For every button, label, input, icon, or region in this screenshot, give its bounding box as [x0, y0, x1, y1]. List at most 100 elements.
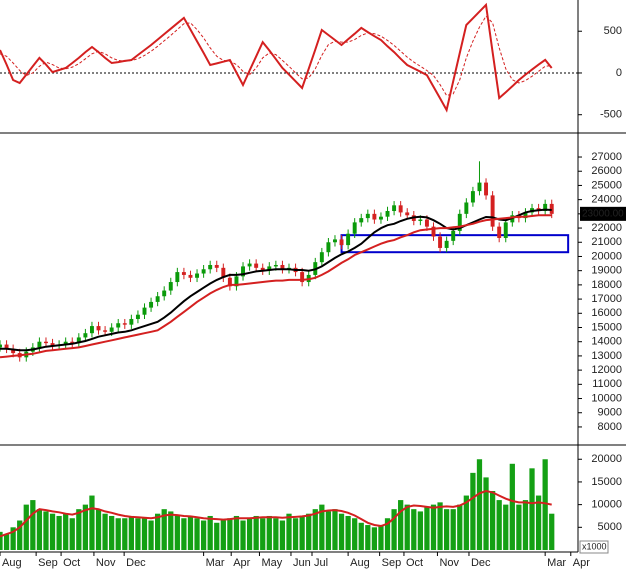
volume-bar — [417, 511, 423, 550]
y-tick-label: 0 — [616, 67, 622, 79]
candle-body — [392, 205, 397, 212]
volume-bar — [69, 518, 75, 550]
x-tick-label: Oct — [63, 557, 80, 569]
candle-body — [37, 341, 42, 348]
volume-bar — [358, 522, 364, 550]
moving-average — [0, 214, 552, 359]
candle-body — [405, 212, 410, 216]
volume-bar — [496, 500, 502, 550]
candle-body — [378, 216, 383, 220]
volume-bar — [3, 534, 10, 550]
volume-bar — [476, 459, 483, 550]
candle-body — [431, 226, 436, 237]
y-tick-label: 10000 — [591, 392, 622, 404]
volume-bar — [457, 504, 463, 550]
oscillator-line — [0, 15, 552, 97]
volume-bar — [529, 468, 535, 550]
y-tick-label: 12000 — [591, 364, 622, 376]
volume-bar — [63, 513, 69, 550]
candle-body — [503, 222, 508, 238]
volume-bar — [43, 511, 49, 550]
candle-body — [267, 266, 272, 271]
y-tick-label: 22000 — [591, 222, 622, 234]
x-tick-label: Dec — [126, 557, 146, 569]
x-tick-label: Nov — [96, 557, 116, 569]
volume-bar — [306, 513, 312, 550]
y-tick-label: 10000 — [591, 499, 622, 511]
volume-bar — [319, 504, 325, 550]
x-tick-label: Sep — [382, 557, 402, 569]
last-price-box — [580, 206, 626, 221]
volume-bar — [489, 491, 496, 550]
y-tick-label: 27000 — [591, 151, 622, 163]
volume-bar — [378, 525, 384, 550]
candle-body — [444, 240, 449, 248]
candle-body — [70, 341, 75, 344]
candle-body — [142, 307, 147, 315]
y-tick-label: 24000 — [591, 194, 622, 206]
candle-body — [451, 230, 456, 241]
volume-bar — [463, 495, 469, 550]
volume-bar — [338, 513, 345, 550]
x-tick-label: Aug — [2, 557, 22, 569]
x-tick-label: Mar — [547, 557, 566, 569]
volume-bar — [253, 515, 259, 550]
volume-bar — [23, 504, 29, 550]
volume-bar — [240, 520, 246, 550]
oscillator-line — [0, 2, 553, 113]
volume-bar — [279, 520, 286, 550]
volume-bar — [549, 513, 555, 550]
candle-body — [50, 343, 55, 346]
candle-body — [549, 203, 554, 214]
x-tick-label: Apr — [233, 557, 250, 569]
candle-body — [89, 326, 94, 334]
volume-bar — [444, 509, 450, 550]
candle-body — [188, 274, 193, 278]
volume-bar — [266, 515, 272, 550]
volume-bar — [345, 515, 351, 550]
y-tick-label: 15000 — [591, 476, 622, 488]
volume-bar — [325, 511, 332, 550]
y-tick-label: 20000 — [591, 453, 622, 465]
volume-bar — [516, 504, 522, 550]
x-tick-label: Jun — [293, 557, 311, 569]
volume-bar — [115, 518, 121, 550]
candle-body — [464, 202, 469, 214]
candle-body — [201, 269, 206, 274]
candle-body — [96, 326, 101, 331]
x-tick-label: Sep — [38, 557, 58, 569]
y-tick-label: 500 — [604, 25, 622, 37]
candle-body — [457, 213, 462, 231]
volume-bar — [135, 518, 141, 550]
volume-bar — [56, 515, 62, 550]
candle-body — [346, 233, 351, 246]
candle-body — [0, 344, 2, 348]
volume-bar — [49, 513, 56, 550]
candle-body — [484, 182, 489, 196]
y-tick-label: 19000 — [591, 265, 622, 277]
volume-bar — [220, 520, 226, 550]
x-tick-label: Jul — [314, 557, 328, 569]
candle-body — [339, 239, 344, 246]
candle-body — [155, 296, 160, 302]
volume-bar — [155, 513, 161, 550]
volume-bar — [82, 504, 89, 550]
y-tick-label: 9000 — [598, 407, 622, 419]
volume-bar — [260, 518, 266, 550]
volume-bar — [424, 506, 430, 550]
candle-body — [44, 341, 48, 344]
y-tick-label: 15000 — [591, 321, 622, 333]
y-tick-label: 20000 — [591, 250, 622, 262]
candle-body — [175, 272, 180, 283]
candle-body — [103, 330, 108, 332]
candle-body — [195, 273, 200, 278]
candle-body — [418, 219, 423, 221]
volume-bar — [503, 504, 509, 550]
candle-body — [260, 267, 265, 271]
y-tick-label: 5000 — [598, 521, 622, 533]
volume-bar — [109, 515, 115, 550]
x-tick-label: Aug — [350, 557, 370, 569]
volume-bar — [299, 515, 305, 550]
volume-bar — [522, 500, 529, 550]
candle-body — [227, 277, 232, 287]
